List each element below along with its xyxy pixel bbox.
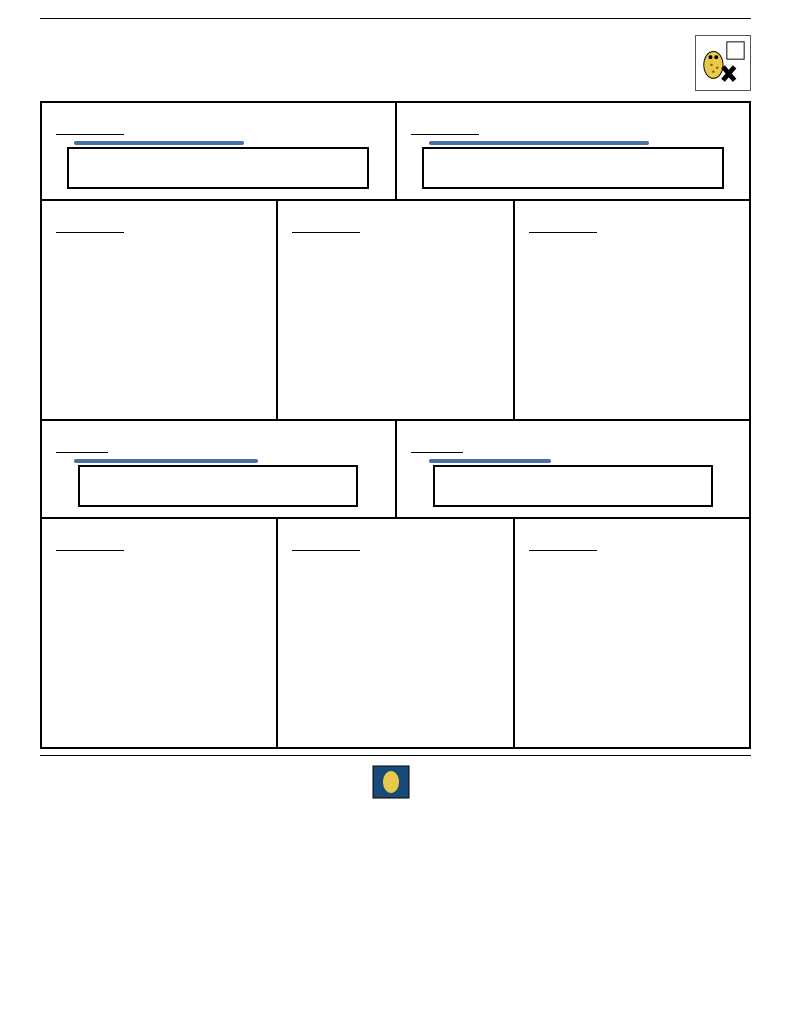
scale-q10 [525,557,743,732]
top-rule [40,18,751,19]
q1-measure-bar [74,141,244,145]
ruler-cm-2 [433,465,713,507]
jug-q4 [295,239,495,409]
cell-q8 [41,518,277,748]
ruler-cm-1 [78,465,358,507]
salamander-logo-icon [698,37,748,89]
ruler-mm-1 [67,147,369,189]
q7-measure-bar [429,459,551,463]
cell-q5 [514,200,750,420]
cell-q4 [277,200,513,420]
q6-measure-bar [74,459,258,463]
q2-measure-bar [429,141,649,145]
q1-blank[interactable] [56,134,124,135]
cell-q2 [396,102,751,200]
footer [30,764,761,800]
footer-logo-icon [371,764,411,800]
q9-blank[interactable] [292,550,360,551]
cell-q9 [277,518,513,748]
q10-blank[interactable] [529,550,597,551]
cell-q3 [41,200,277,420]
grade-badge [695,35,751,91]
instructions [30,91,761,101]
q7-blank[interactable] [411,452,463,453]
cell-q6 [41,420,396,518]
scale-q9 [288,557,506,732]
ruler-mm-2 [422,147,724,189]
cell-q10 [514,518,750,748]
q2-blank[interactable] [411,134,479,135]
q5-blank[interactable] [529,232,597,233]
q8-blank[interactable] [56,550,124,551]
cell-q7 [396,420,751,518]
bottom-rule [40,755,751,756]
q3-blank[interactable] [56,232,124,233]
q4-blank[interactable] [292,232,360,233]
jug-q5 [532,239,732,409]
jug-q3 [59,239,259,409]
q6-blank[interactable] [56,452,108,453]
scale-q8 [52,557,270,732]
cell-q1 [41,102,396,200]
question-grid [40,101,751,749]
